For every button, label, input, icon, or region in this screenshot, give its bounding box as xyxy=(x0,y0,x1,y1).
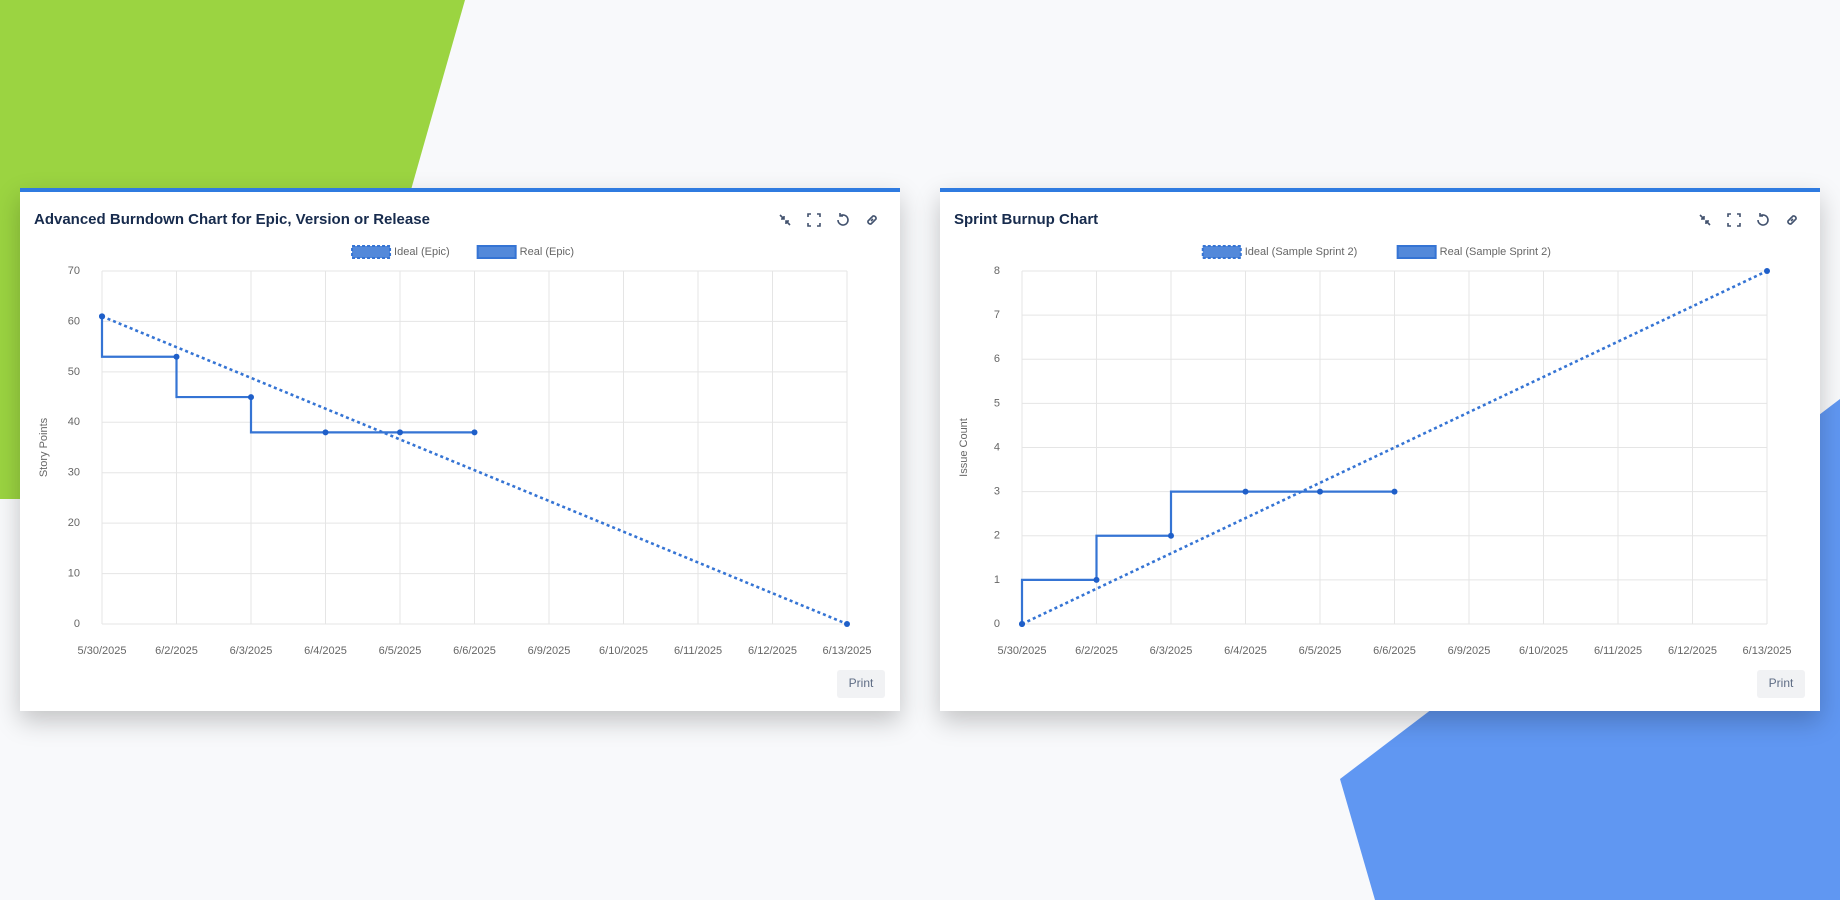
header-icon[interactable] xyxy=(1757,213,1769,226)
data-point xyxy=(1242,488,1249,495)
y-tick-label: 70 xyxy=(68,265,80,277)
y-tick-label: 7 xyxy=(994,309,1000,321)
chart-card: Sprint Burnup Chart 0 1 2 3 4 5 6 7 8 5/30/2025 6/2… xyxy=(940,188,1820,711)
y-tick-label: 30 xyxy=(68,467,80,479)
series-line xyxy=(101,315,848,626)
data-point xyxy=(248,394,254,401)
chart-title: Sprint Burnup Chart xyxy=(954,211,1098,228)
series-line xyxy=(100,316,475,434)
y-tick-label: 0 xyxy=(994,618,1000,630)
y-tick-label: 50 xyxy=(68,366,80,378)
data-point xyxy=(471,429,478,436)
y-tick-label: 20 xyxy=(68,517,80,529)
data-point xyxy=(1168,532,1174,539)
series-line xyxy=(1020,490,1395,624)
x-tick-label: 6/9/2025 xyxy=(1448,645,1491,657)
x-tick-label: 6/10/2025 xyxy=(1519,645,1568,657)
print-button[interactable] xyxy=(1757,670,1805,698)
y-tick-label: 2 xyxy=(994,530,1000,542)
y-tick-label: 10 xyxy=(68,567,80,579)
x-tick-label: 6/11/2025 xyxy=(674,645,722,657)
y-axis-label: Issue Count xyxy=(958,418,970,477)
x-tick-label: 6/6/2025 xyxy=(453,645,496,657)
header-icon[interactable] xyxy=(867,215,877,225)
x-tick-label: 6/9/2025 xyxy=(528,645,571,657)
print-button[interactable] xyxy=(837,670,885,698)
y-axis-label: Story Points xyxy=(38,417,50,477)
series-line xyxy=(1021,269,1768,626)
y-tick-label: 3 xyxy=(994,486,1000,498)
x-tick-label: 6/2/2025 xyxy=(155,645,198,657)
data-point xyxy=(1764,268,1770,274)
y-tick-label: 1 xyxy=(994,574,1000,586)
y-tick-label: 8 xyxy=(994,265,1000,277)
chart: Advanced Burndown Chart for Epic, Versio… xyxy=(34,211,885,698)
chart-title: Advanced Burndown Chart for Epic, Versio… xyxy=(34,211,430,228)
legend-swatch xyxy=(476,245,517,259)
x-tick-label: 6/3/2025 xyxy=(1150,645,1193,657)
data-point xyxy=(322,429,329,436)
data-point xyxy=(1391,488,1398,495)
data-point xyxy=(173,353,180,360)
chart-card: Advanced Burndown Chart for Epic, Versio… xyxy=(20,188,900,711)
legend-label: Real (Sample Sprint 2) xyxy=(1440,246,1551,258)
data-point xyxy=(1093,576,1100,583)
x-tick-label: 6/4/2025 xyxy=(1224,645,1267,657)
x-tick-label: 6/11/2025 xyxy=(1594,645,1642,657)
x-tick-label: 5/30/2025 xyxy=(78,645,127,657)
legend-swatch xyxy=(351,245,392,259)
data-point xyxy=(99,313,105,320)
data-point xyxy=(397,429,403,436)
header-icon[interactable] xyxy=(1787,215,1797,225)
x-tick-label: 6/5/2025 xyxy=(1299,645,1342,657)
x-tick-label: 6/6/2025 xyxy=(1373,645,1416,657)
x-tick-label: 6/5/2025 xyxy=(379,645,422,657)
legend-label: Ideal (Sample Sprint 2) xyxy=(1245,246,1358,258)
header-icon[interactable] xyxy=(837,213,849,226)
header-icon[interactable] xyxy=(807,213,821,227)
chart: Sprint Burnup Chart 0 1 2 3 4 5 6 7 8 5/30/2025 6/2… xyxy=(954,211,1805,698)
legend-label: Ideal (Epic) xyxy=(394,246,450,258)
x-tick-label: 6/13/2025 xyxy=(1743,645,1792,657)
legend-swatch xyxy=(1396,245,1437,259)
x-tick-label: 6/12/2025 xyxy=(1668,645,1717,657)
y-tick-label: 4 xyxy=(994,441,1000,453)
header-icon[interactable] xyxy=(1727,213,1741,227)
legend-label: Real (Epic) xyxy=(520,246,574,258)
data-point xyxy=(844,621,850,627)
y-tick-label: 40 xyxy=(68,416,80,428)
header-icon[interactable] xyxy=(1699,214,1711,226)
legend-swatch xyxy=(1201,245,1242,259)
header-icon[interactable] xyxy=(779,214,791,226)
x-tick-label: 6/13/2025 xyxy=(823,645,872,657)
data-point xyxy=(1019,621,1025,627)
x-tick-label: 6/10/2025 xyxy=(599,645,648,657)
y-tick-label: 60 xyxy=(68,315,80,327)
x-tick-label: 6/4/2025 xyxy=(304,645,347,657)
x-tick-label: 5/30/2025 xyxy=(998,645,1047,657)
y-tick-label: 5 xyxy=(994,397,1000,409)
y-tick-label: 0 xyxy=(74,618,80,630)
x-tick-label: 6/12/2025 xyxy=(748,645,797,657)
y-tick-label: 6 xyxy=(994,353,1000,365)
print-label[interactable]: Print xyxy=(849,676,874,690)
data-point xyxy=(1317,488,1323,495)
print-label[interactable]: Print xyxy=(1769,676,1794,690)
x-tick-label: 6/2/2025 xyxy=(1075,645,1118,657)
x-tick-label: 6/3/2025 xyxy=(230,645,273,657)
